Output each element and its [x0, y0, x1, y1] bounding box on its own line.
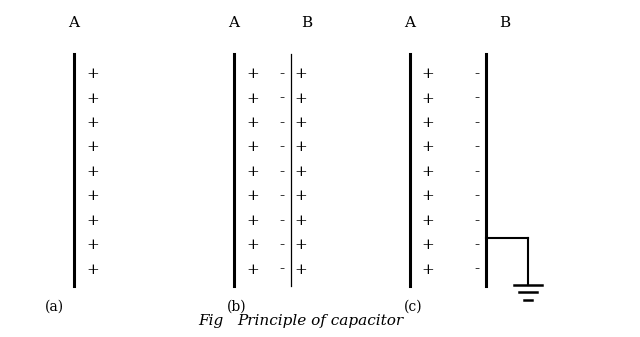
Text: -: -	[474, 189, 479, 203]
Text: +: +	[86, 116, 99, 130]
Text: +: +	[246, 189, 259, 203]
Text: -: -	[279, 214, 284, 228]
Text: -: -	[474, 141, 479, 154]
Text: -: -	[474, 67, 479, 81]
Text: A: A	[68, 16, 79, 30]
Text: -: -	[279, 92, 284, 105]
Text: +: +	[86, 214, 99, 228]
Text: (c): (c)	[403, 300, 422, 314]
Text: -: -	[279, 67, 284, 81]
Text: +: +	[294, 238, 307, 252]
Text: -: -	[474, 238, 479, 252]
Text: -: -	[474, 214, 479, 228]
Text: +: +	[86, 67, 99, 81]
Text: +: +	[421, 214, 434, 228]
Text: +: +	[294, 189, 307, 203]
Text: -: -	[279, 116, 284, 130]
Text: +: +	[421, 238, 434, 252]
Text: Principle of capacitor: Principle of capacitor	[237, 314, 403, 328]
Text: -: -	[279, 165, 284, 179]
Text: +: +	[86, 92, 99, 105]
Text: +: +	[246, 116, 259, 130]
Text: +: +	[246, 214, 259, 228]
Text: B: B	[301, 16, 313, 30]
Text: Fig: Fig	[198, 314, 224, 328]
Text: -: -	[279, 189, 284, 203]
Text: -: -	[474, 165, 479, 179]
Text: +: +	[86, 189, 99, 203]
Text: +: +	[294, 141, 307, 154]
Text: -: -	[279, 263, 284, 277]
Text: +: +	[294, 214, 307, 228]
Text: +: +	[86, 165, 99, 179]
Text: (b): (b)	[227, 300, 246, 314]
Text: +: +	[421, 189, 434, 203]
Text: -: -	[279, 238, 284, 252]
Text: +: +	[246, 141, 259, 154]
Text: +: +	[294, 263, 307, 277]
Text: -: -	[474, 263, 479, 277]
Text: +: +	[421, 165, 434, 179]
Text: +: +	[246, 92, 259, 105]
Text: (a): (a)	[45, 300, 64, 314]
Text: +: +	[246, 238, 259, 252]
Text: +: +	[421, 141, 434, 154]
Text: +: +	[86, 141, 99, 154]
Text: +: +	[421, 116, 434, 130]
Text: +: +	[421, 92, 434, 105]
Text: +: +	[86, 263, 99, 277]
Text: +: +	[294, 116, 307, 130]
Text: -: -	[474, 116, 479, 130]
Text: A: A	[404, 16, 415, 30]
Text: -: -	[279, 141, 284, 154]
Text: +: +	[421, 263, 434, 277]
Text: +: +	[294, 165, 307, 179]
Text: +: +	[294, 92, 307, 105]
Text: +: +	[246, 165, 259, 179]
Text: +: +	[246, 67, 259, 81]
Text: B: B	[499, 16, 510, 30]
Text: +: +	[246, 263, 259, 277]
Text: A: A	[228, 16, 239, 30]
Text: +: +	[421, 67, 434, 81]
Text: +: +	[294, 67, 307, 81]
Text: +: +	[86, 238, 99, 252]
Text: -: -	[474, 92, 479, 105]
